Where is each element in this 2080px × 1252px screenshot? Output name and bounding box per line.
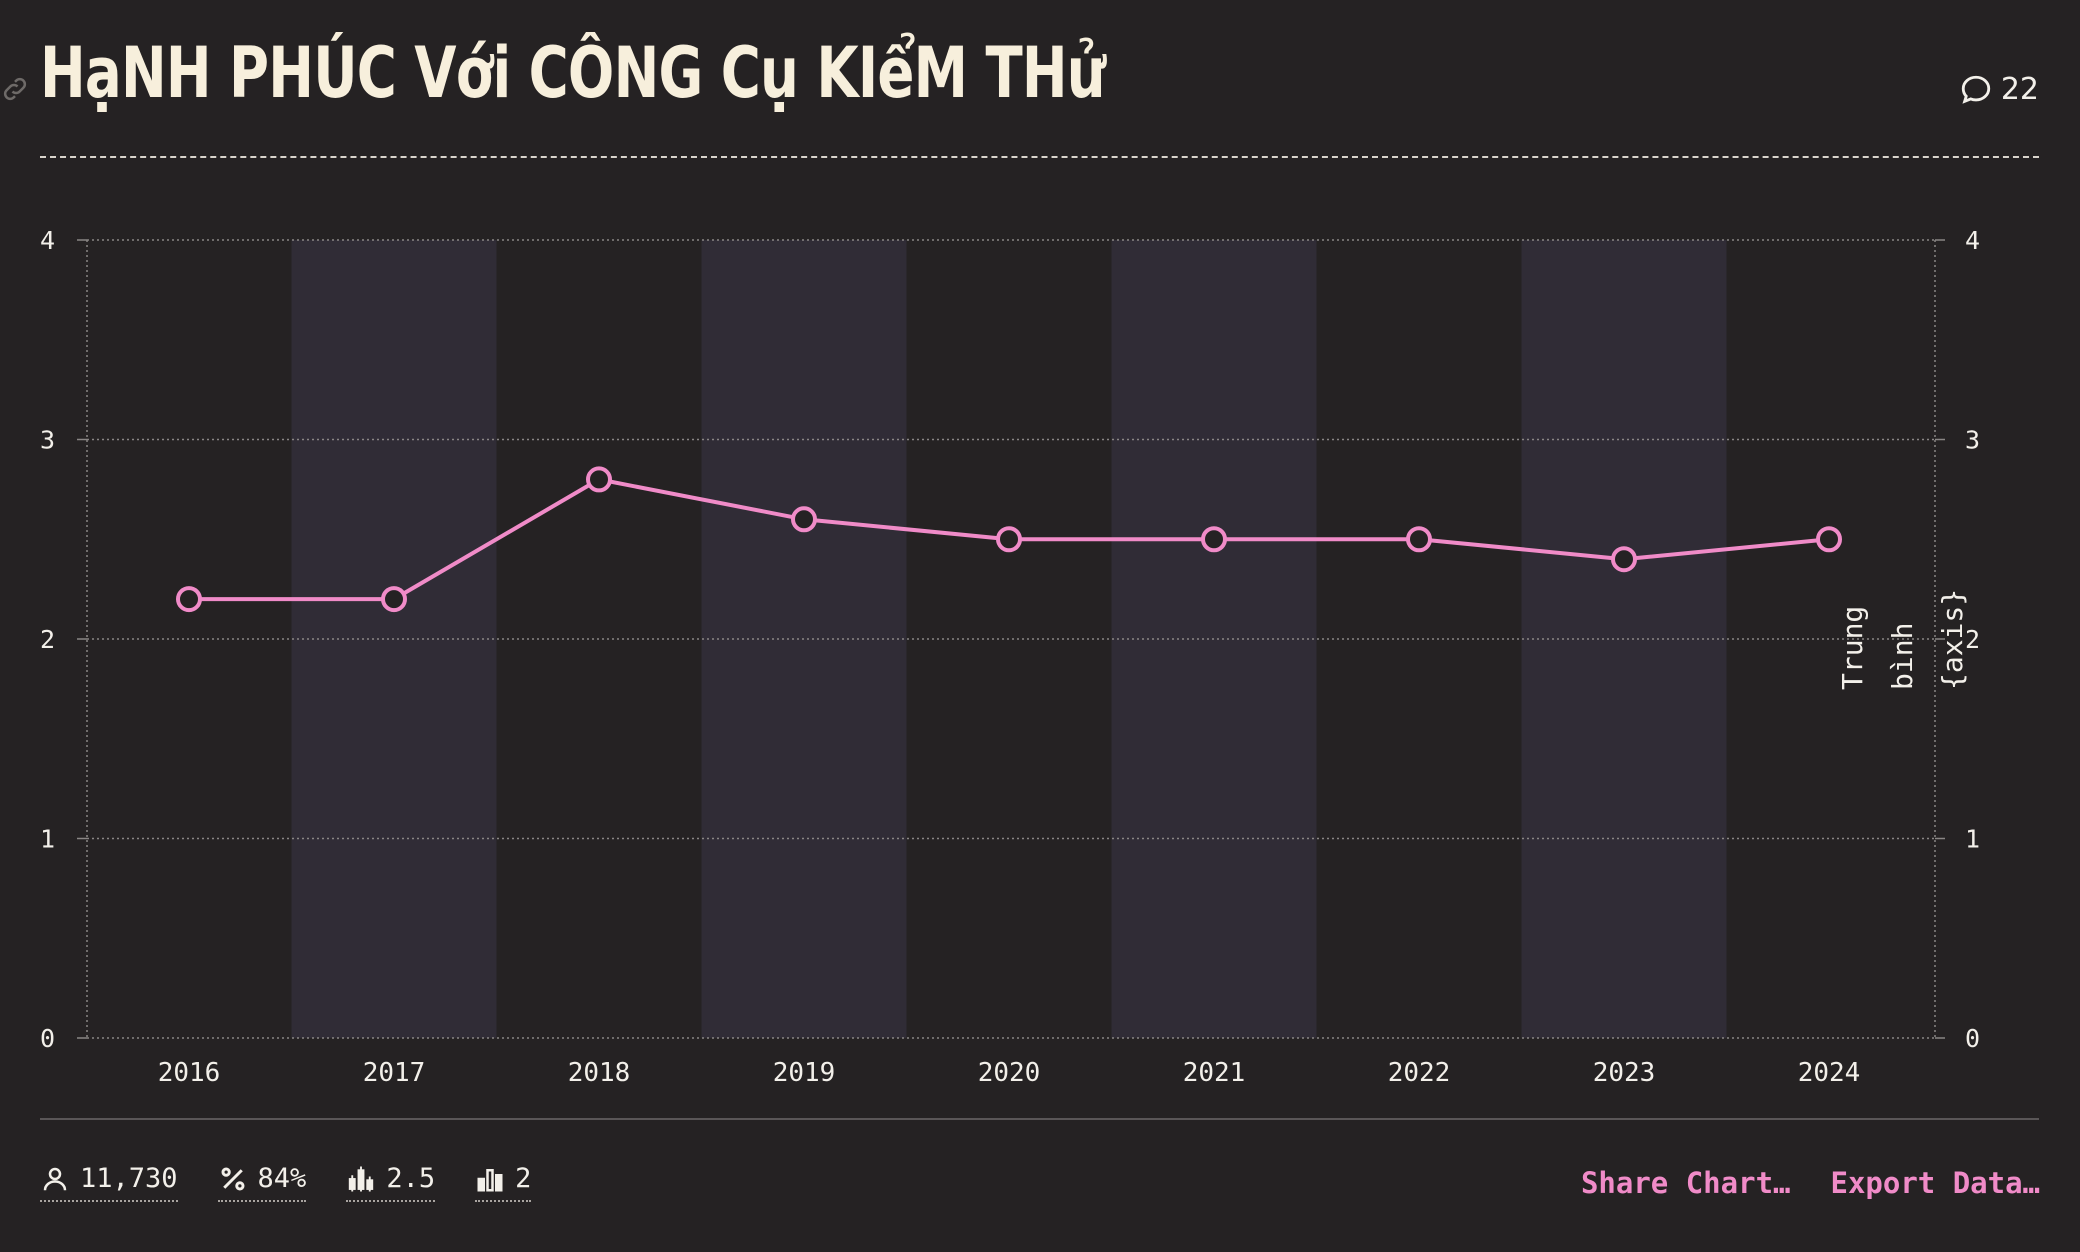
y-tick-label-right: 2: [1965, 625, 1980, 654]
respondents-value: 11,730: [80, 1163, 178, 1194]
grid-lines: [87, 239, 1935, 1039]
bar-chart-icon: [477, 1168, 503, 1191]
y-tick-label-right: 3: [1965, 426, 1980, 455]
comment-count: 22: [2000, 72, 2039, 107]
y-axis-label-word: {axis}: [1936, 589, 1969, 690]
y-tick-label-left: 2: [40, 625, 55, 654]
line-chart: 0 0 1 1 2 2 3 3 4 4 2016 2017 2018 2019 2020 2021 2022 20…: [40, 226, 1980, 1088]
chart-actions: Share Chart… Export Data…: [1581, 1166, 2040, 1200]
x-tick-label: 2023: [1593, 1058, 1656, 1088]
series-layer: [176, 466, 1842, 613]
y-tick-label-right: 0: [1965, 1024, 1980, 1053]
x-tick-label: 2019: [773, 1058, 836, 1088]
axes: 0 0 1 1 2 2 3 3 4 4 2016 2017 2018 2019 2020 2021 2022 20…: [40, 226, 1980, 1088]
y-tick-label-left: 3: [40, 426, 55, 455]
median-stat[interactable]: 2: [475, 1163, 532, 1202]
x-tick-label: 2022: [1388, 1058, 1451, 1088]
average-value: 2.5: [386, 1163, 436, 1194]
candlestick-icon: [349, 1166, 374, 1191]
percent-icon: [221, 1167, 245, 1190]
y-axis-label-right: Trung bình {axis}: [1836, 589, 1969, 690]
data-point: [1406, 526, 1432, 553]
data-point: [176, 586, 202, 613]
y-tick-label-right: 4: [1965, 226, 1980, 255]
person-icon: [43, 1167, 67, 1190]
data-point: [791, 506, 817, 533]
y-axis-label-word: bình: [1886, 623, 1919, 690]
y-tick-label-left: 4: [40, 226, 55, 255]
respondents-stat[interactable]: 11,730: [40, 1163, 178, 1202]
stats-bar: 11,730 84% 2.5 2: [40, 1163, 532, 1202]
export-data-link[interactable]: Export Data…: [1830, 1166, 2040, 1200]
data-point: [996, 526, 1022, 553]
data-point: [1611, 546, 1637, 573]
y-axis-label-word: Trung: [1836, 606, 1869, 690]
x-tick-label: 2018: [568, 1058, 631, 1088]
median-value: 2: [515, 1163, 532, 1194]
share-chart-link[interactable]: Share Chart…: [1580, 1166, 1791, 1200]
y-tick-label-left: 1: [40, 825, 55, 854]
y-tick-label-right: 1: [1965, 825, 1980, 854]
footer-divider: [40, 1118, 2039, 1120]
x-tick-label: 2021: [1183, 1058, 1246, 1088]
page-title: HạNH PHÚC Với CÔNG Cụ KIểM THử: [40, 32, 1106, 114]
data-point: [586, 466, 612, 493]
x-tick-label: 2016: [158, 1058, 221, 1088]
y-tick-label-left: 0: [40, 1024, 55, 1053]
percent-stat[interactable]: 84%: [217, 1163, 307, 1202]
x-tick-label: 2024: [1798, 1058, 1861, 1088]
chart-header: HạNH PHÚC Với CÔNG Cụ KIểM THử 22: [3, 30, 2039, 158]
data-point: [381, 586, 407, 613]
data-point: [1201, 526, 1227, 553]
x-tick-label: 2020: [978, 1058, 1041, 1088]
average-stat[interactable]: 2.5: [346, 1163, 436, 1202]
link-icon[interactable]: [0, 74, 30, 104]
data-point: [1816, 526, 1842, 553]
x-tick-label: 2017: [363, 1058, 426, 1088]
comment-icon: [1961, 75, 1990, 104]
comments-button[interactable]: 22: [1959, 72, 2039, 107]
percent-value: 84%: [257, 1163, 307, 1194]
